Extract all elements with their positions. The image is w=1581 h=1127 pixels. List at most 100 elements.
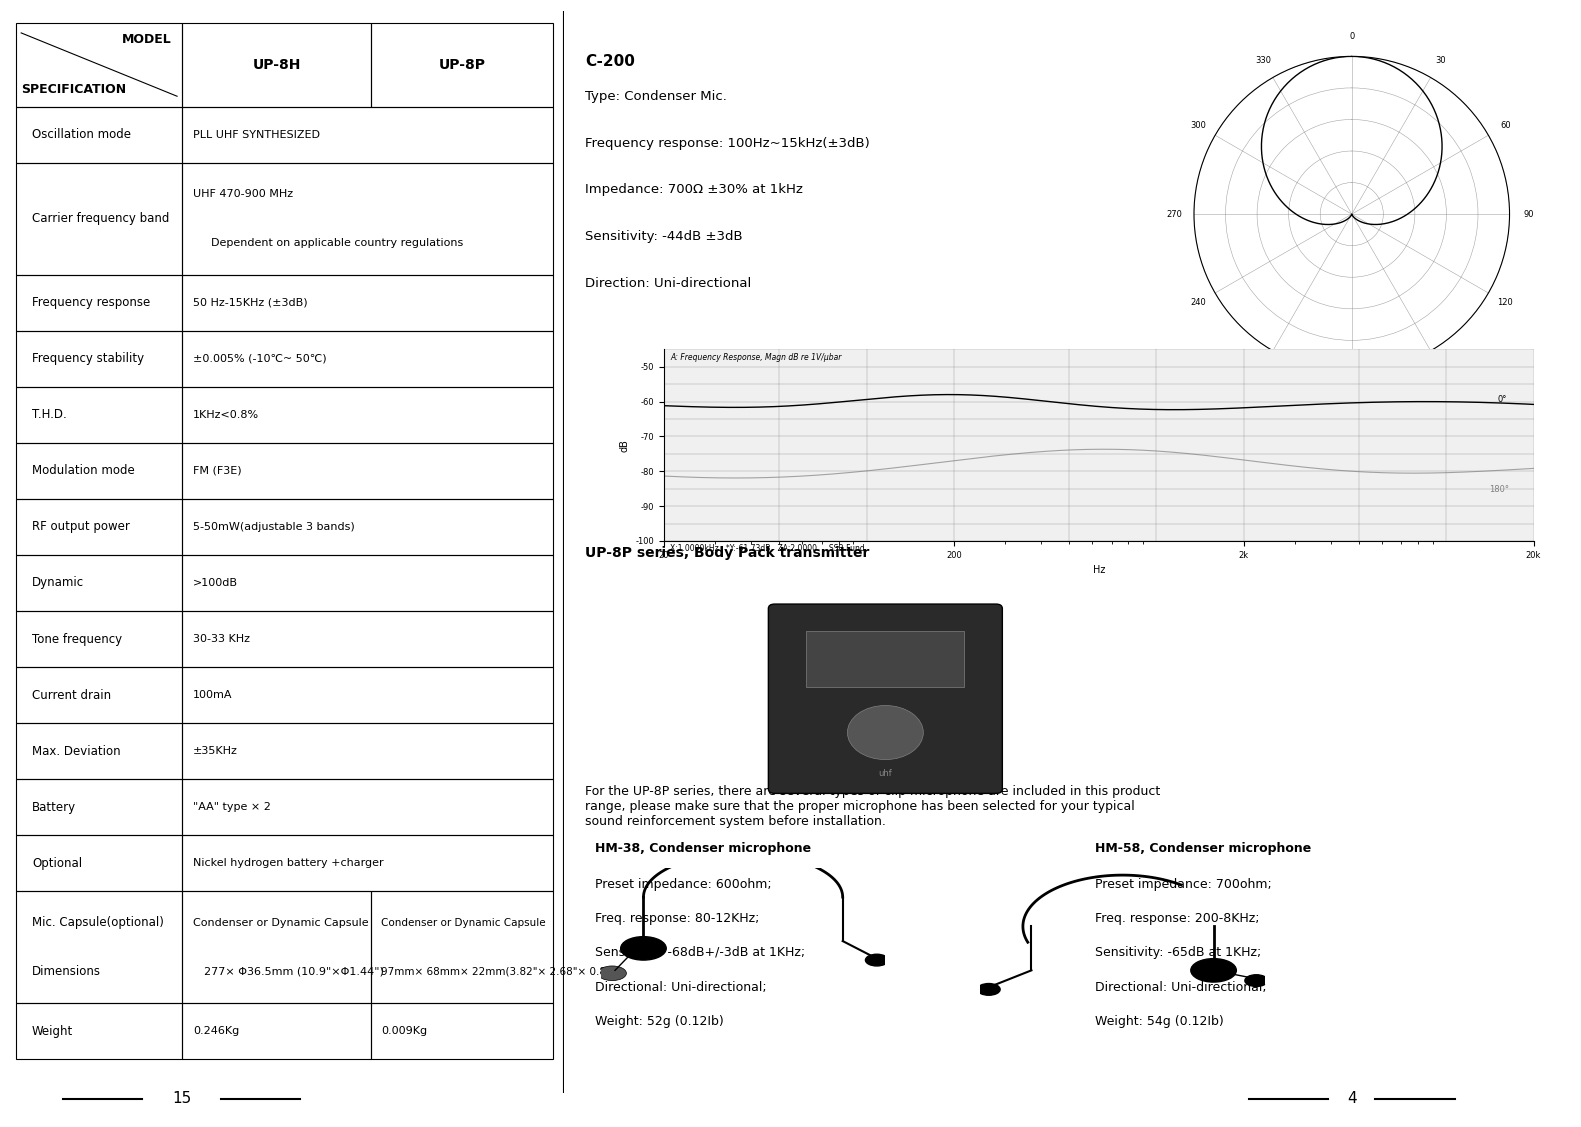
Bar — [182, 554, 553, 611]
Bar — [182, 724, 553, 779]
Bar — [16, 387, 182, 443]
Bar — [16, 107, 182, 162]
Text: 15: 15 — [172, 1091, 191, 1107]
Text: Condenser or Dynamic Capsule: Condenser or Dynamic Capsule — [381, 917, 545, 928]
Text: Frequency response: Frequency response — [32, 296, 150, 309]
Text: Sensitivity: -68dB+/-3dB at 1KHz;: Sensitivity: -68dB+/-3dB at 1KHz; — [594, 947, 805, 959]
Text: Carrier frequency band: Carrier frequency band — [32, 212, 169, 225]
Text: 30-33 KHz: 30-33 KHz — [193, 635, 250, 644]
Text: Frequency stability: Frequency stability — [32, 353, 144, 365]
Text: Sensitivity: -65dB at 1KHz;: Sensitivity: -65dB at 1KHz; — [1094, 947, 1262, 959]
Text: 0.009Kg: 0.009Kg — [381, 1027, 427, 1037]
Text: HM-58, Condenser microphone: HM-58, Condenser microphone — [1094, 842, 1311, 854]
Bar — [16, 667, 182, 724]
Text: ±0.005% (-10℃~ 50℃): ±0.005% (-10℃~ 50℃) — [193, 354, 327, 364]
FancyBboxPatch shape — [768, 604, 1002, 793]
X-axis label: Hz: Hz — [1092, 566, 1105, 575]
Circle shape — [621, 937, 666, 960]
Bar — [370, 1003, 553, 1059]
Bar — [370, 23, 553, 107]
Bar — [16, 275, 182, 331]
Text: MODEL: MODEL — [122, 33, 172, 46]
Text: 5-50mW(adjustable 3 bands): 5-50mW(adjustable 3 bands) — [193, 522, 356, 532]
Circle shape — [865, 955, 889, 966]
Bar — [182, 162, 553, 275]
Text: Tone frequency: Tone frequency — [32, 632, 122, 646]
Circle shape — [598, 966, 626, 980]
Text: UP-8P series, Body Pack transmitter: UP-8P series, Body Pack transmitter — [585, 547, 870, 560]
Text: Type: Condenser Mic.: Type: Condenser Mic. — [585, 90, 727, 103]
Bar — [182, 443, 553, 499]
Text: 50 Hz-15KHz (±3dB): 50 Hz-15KHz (±3dB) — [193, 298, 308, 308]
Text: 4: 4 — [1347, 1091, 1356, 1107]
Text: 97mm× 68mm× 22mm(3.82"× 2.68"× 0.87"): 97mm× 68mm× 22mm(3.82"× 2.68"× 0.87") — [381, 967, 621, 977]
Text: HM-38, Condenser microphone: HM-38, Condenser microphone — [594, 842, 811, 854]
Text: Dimensions: Dimensions — [32, 966, 101, 978]
Bar — [16, 23, 182, 107]
Text: Impedance: 700Ω ±30% at 1kHz: Impedance: 700Ω ±30% at 1kHz — [585, 184, 803, 196]
Text: 0°: 0° — [1497, 394, 1507, 403]
Text: Dependent on applicable country regulations: Dependent on applicable country regulati… — [204, 238, 463, 248]
Text: uhf: uhf — [879, 769, 892, 778]
Text: Sensitivity: -44dB ±3dB: Sensitivity: -44dB ±3dB — [585, 230, 743, 243]
Text: Directional: Uni-directional;: Directional: Uni-directional; — [594, 980, 767, 994]
Bar — [182, 667, 553, 724]
Text: Nickel hydrogen battery +charger: Nickel hydrogen battery +charger — [193, 859, 384, 868]
Text: Directional: Uni-directional;: Directional: Uni-directional; — [1094, 980, 1266, 994]
Bar — [370, 891, 553, 1003]
Text: Weight: 54g (0.12Ib): Weight: 54g (0.12Ib) — [1094, 1014, 1224, 1028]
Text: UP-8H: UP-8H — [253, 57, 300, 72]
Text: C-200: C-200 — [585, 54, 636, 69]
Text: UP-8P: UP-8P — [438, 57, 485, 72]
Bar — [182, 611, 553, 667]
Y-axis label: dB: dB — [620, 438, 629, 452]
Text: Preset impedance: 600ohm;: Preset impedance: 600ohm; — [594, 878, 772, 891]
Text: T.H.D.: T.H.D. — [32, 408, 66, 421]
Bar — [182, 891, 370, 1003]
Bar — [182, 835, 553, 891]
Bar — [16, 331, 182, 387]
Circle shape — [977, 984, 1001, 995]
Bar — [182, 275, 553, 331]
Text: X:1.0000kHz   *Y:-61.73dB   ZA:2.0000     SSR Fund.: X:1.0000kHz *Y:-61.73dB ZA:2.0000 SSR Fu… — [670, 544, 868, 553]
Text: FM (F3E): FM (F3E) — [193, 465, 242, 476]
Bar — [16, 499, 182, 554]
Bar — [806, 631, 964, 687]
Bar — [16, 443, 182, 499]
Bar — [16, 779, 182, 835]
Text: Oscillation mode: Oscillation mode — [32, 128, 131, 141]
Circle shape — [1190, 959, 1236, 982]
Bar — [182, 331, 553, 387]
Text: 0.246Kg: 0.246Kg — [193, 1027, 239, 1037]
Text: Dynamic: Dynamic — [32, 577, 84, 589]
Circle shape — [1244, 975, 1268, 986]
Text: UHF 470-900 MHz: UHF 470-900 MHz — [193, 189, 294, 199]
Bar — [182, 499, 553, 554]
Text: ±35KHz: ±35KHz — [193, 746, 239, 756]
Text: Current drain: Current drain — [32, 689, 111, 702]
Text: Battery: Battery — [32, 800, 76, 814]
Text: 100mA: 100mA — [193, 690, 232, 700]
Text: PLL UHF SYNTHESIZED: PLL UHF SYNTHESIZED — [193, 130, 321, 140]
Text: >100dB: >100dB — [193, 578, 239, 588]
Bar — [16, 611, 182, 667]
Text: Freq. response: 80-12KHz;: Freq. response: 80-12KHz; — [594, 912, 759, 925]
Text: RF output power: RF output power — [32, 521, 130, 533]
Bar — [16, 162, 182, 275]
Bar — [182, 23, 370, 107]
Text: SPECIFICATION: SPECIFICATION — [21, 83, 126, 96]
Text: Preset impedance: 700ohm;: Preset impedance: 700ohm; — [1094, 878, 1271, 891]
Text: 1KHz<0.8%: 1KHz<0.8% — [193, 410, 259, 420]
Bar — [182, 779, 553, 835]
Bar — [182, 107, 553, 162]
Text: "AA" type × 2: "AA" type × 2 — [193, 802, 270, 813]
Circle shape — [847, 706, 923, 760]
Text: Direction: Uni-directional: Direction: Uni-directional — [585, 276, 751, 290]
Text: Freq. response: 200-8KHz;: Freq. response: 200-8KHz; — [1094, 912, 1258, 925]
Bar — [16, 724, 182, 779]
Bar — [16, 835, 182, 891]
Text: Optional: Optional — [32, 857, 82, 870]
Text: For the UP-8P series, there are several types of clip microphone are included in: For the UP-8P series, there are several … — [585, 784, 1160, 827]
Text: Condenser or Dynamic Capsule: Condenser or Dynamic Capsule — [193, 917, 368, 928]
Bar — [16, 1003, 182, 1059]
